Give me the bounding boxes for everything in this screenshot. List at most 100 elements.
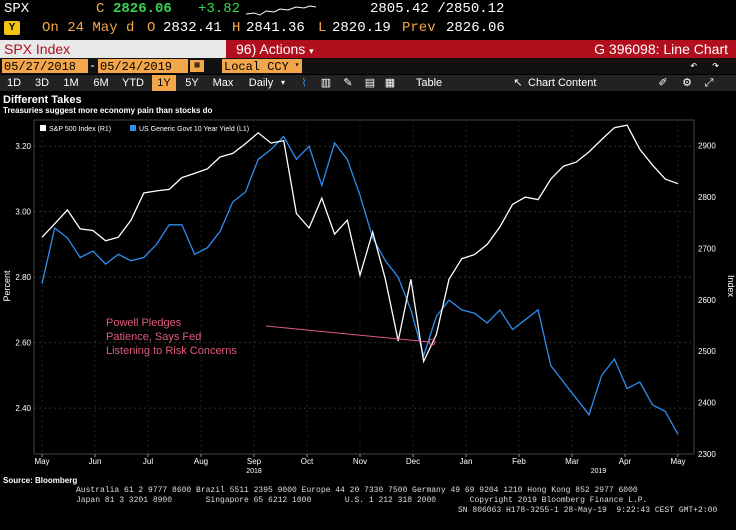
news-icon[interactable]: ▦	[384, 77, 396, 89]
footer-line-1: Australia 61 2 9777 8600 Brazil 5511 239…	[76, 486, 638, 495]
range-3d[interactable]: 3D	[34, 77, 50, 89]
y-right-tick-label: 2800	[698, 193, 716, 202]
y-left-tick-label: 2.60	[15, 339, 31, 348]
range-6m[interactable]: 6M	[93, 77, 109, 89]
legend-yield: US Generic Govt 10 Year Yield (L1)	[139, 126, 249, 133]
y-left-tick-label: 3.20	[15, 142, 31, 151]
quote-row-2: Y On 24 May d O 2832.41 H 2841.36 L 2820…	[0, 19, 736, 38]
currency-chevron-icon[interactable]: ▾	[292, 59, 302, 73]
legend-swatch-yield	[130, 125, 136, 131]
annotation-icon[interactable]: ▤	[364, 77, 376, 89]
redo-icon[interactable]: ↷	[712, 59, 720, 73]
footer-line-3: SN 806063 H178-3255-1 28-May-19 9:22:43 …	[458, 506, 718, 515]
currency-select[interactable]: Local CCY	[222, 59, 292, 74]
y-right-tick-label: 2500	[698, 347, 716, 356]
date-row: 05/27/2018 - 05/24/2019 ▦ Local CCY ▾ ↶ …	[0, 58, 736, 74]
chart-id-label: G 396098: Line Chart	[594, 41, 728, 57]
prev-label: Prev	[402, 20, 436, 36]
ticker[interactable]: SPX	[4, 1, 30, 17]
x-tick-label: Aug	[194, 457, 208, 466]
quote-row-1: SPX C 2826.06 +3.82 2805.42 /2850.12	[0, 0, 736, 19]
range-5y[interactable]: 5Y	[185, 77, 199, 89]
range-1y[interactable]: 1Y	[152, 75, 176, 91]
chart-subtitle: Treasuries suggest more economy pain tha…	[3, 106, 213, 115]
range-1m[interactable]: 1M	[63, 77, 79, 89]
annotation-line-2: Patience, Says Fed	[106, 331, 201, 343]
security-field[interactable]: SPX Index	[0, 40, 226, 58]
y-axis-right-label: Index	[726, 275, 736, 298]
high-value: 2841.36	[246, 20, 305, 36]
y-right-tick-label: 2400	[698, 399, 716, 408]
annotation: Powell Pledges Patience, Says Fed Listen…	[106, 317, 436, 357]
x-year-label: 2019	[591, 468, 607, 475]
x-axis: May Jun Jul Aug Sep Oct Nov Dec Jan Feb Mar Apr May 2…	[34, 454, 686, 475]
range-ytd[interactable]: YTD	[122, 77, 144, 89]
close-value: 2826.06	[113, 1, 172, 17]
x-tick-label: Mar	[565, 457, 579, 466]
yield-badge-icon[interactable]: Y	[4, 21, 20, 35]
line-chart[interactable]: 3.20 3.00 2.80 2.60 2.40 2900 2800 2700 2600 250…	[0, 116, 736, 476]
x-tick-label: Apr	[619, 457, 632, 466]
draw-icon[interactable]: ✎	[343, 77, 353, 89]
annotation-marker	[428, 338, 436, 346]
frequency-select[interactable]: Daily	[248, 77, 274, 89]
chevron-down-icon: ▾	[309, 46, 314, 56]
annotation-line-3: Listening to Risk Concerns	[106, 345, 237, 357]
range-toolbar: 1D 3D 1M 6M YTD 1Y 5Y Max Daily ▾ ⌇ ▥ ✎ …	[0, 75, 736, 91]
calendar-icon[interactable]: ▦	[190, 60, 204, 72]
series-line-yield	[41, 135, 679, 435]
x-tick-label: May	[670, 457, 685, 466]
plot-background	[33, 119, 695, 455]
expand-icon[interactable]: ⤢	[704, 77, 714, 89]
day-range: 2805.42 /2850.12	[370, 1, 505, 17]
x-tick-label: Jan	[460, 457, 473, 466]
actions-label: Actions	[259, 41, 306, 57]
date-separator: -	[89, 59, 97, 73]
source-label: Source: Bloomberg	[3, 476, 78, 485]
end-date-input[interactable]: 05/24/2019	[98, 59, 188, 74]
x-tick-label: Dec	[406, 457, 420, 466]
y-left-tick-label: 3.00	[15, 208, 31, 217]
chart-content-button[interactable]: Chart Content	[528, 77, 597, 89]
prev-value: 2826.06	[446, 20, 505, 36]
y-axis-left-label: Percent	[2, 270, 12, 302]
y-right-tick-label: 2300	[698, 450, 716, 459]
bar-chart-icon[interactable]: ▥	[320, 77, 332, 89]
y-axis-right: 2900 2800 2700 2600 2500 2400 2300	[698, 142, 716, 459]
chart-content-icon[interactable]: ↖	[513, 77, 523, 89]
legend: S&P 500 Index (R1) US Generic Govt 10 Ye…	[40, 125, 249, 133]
undo-icon[interactable]: ↶	[690, 59, 698, 73]
y-left-tick-label: 2.80	[15, 273, 31, 282]
x-tick-label: Feb	[512, 457, 526, 466]
table-button[interactable]: Table	[415, 77, 443, 89]
line-chart-icon[interactable]: ⌇	[301, 77, 307, 89]
y-right-tick-label: 2600	[698, 296, 716, 305]
y-right-tick-label: 2900	[698, 142, 716, 151]
low-label: L	[318, 20, 327, 36]
legend-swatch-spx	[40, 125, 46, 131]
footer: Australia 61 2 9777 8600 Brazil 5511 239…	[0, 486, 736, 516]
actions-menu[interactable]: 96) Actions ▾	[236, 41, 314, 57]
x-year-label: 2018	[246, 468, 262, 475]
date-label: On 24 May d	[42, 20, 135, 36]
frequency-chevron-icon[interactable]: ▾	[280, 78, 285, 87]
x-tick-label: Sep	[247, 457, 262, 466]
y-right-tick-label: 2700	[698, 244, 716, 253]
x-tick-label: Oct	[301, 457, 314, 466]
edit-icon[interactable]: ✐	[658, 77, 668, 89]
y-left-tick-label: 2.40	[15, 404, 31, 413]
start-date-input[interactable]: 05/27/2018	[2, 59, 88, 74]
legend-spx: S&P 500 Index (R1)	[49, 126, 111, 133]
open-label: O	[147, 20, 156, 36]
settings-icon[interactable]: ⚙	[682, 77, 692, 89]
grid	[34, 120, 694, 454]
range-1d[interactable]: 1D	[6, 77, 22, 89]
annotation-arrow	[265, 325, 431, 343]
series-line-spx	[41, 124, 679, 364]
x-tick-label: Jun	[89, 457, 102, 466]
x-tick-label: May	[34, 457, 49, 466]
annotation-line-1: Powell Pledges	[106, 317, 182, 329]
range-max[interactable]: Max	[212, 77, 234, 89]
actions-number: 96	[236, 41, 252, 57]
x-tick-label: Nov	[353, 457, 367, 466]
